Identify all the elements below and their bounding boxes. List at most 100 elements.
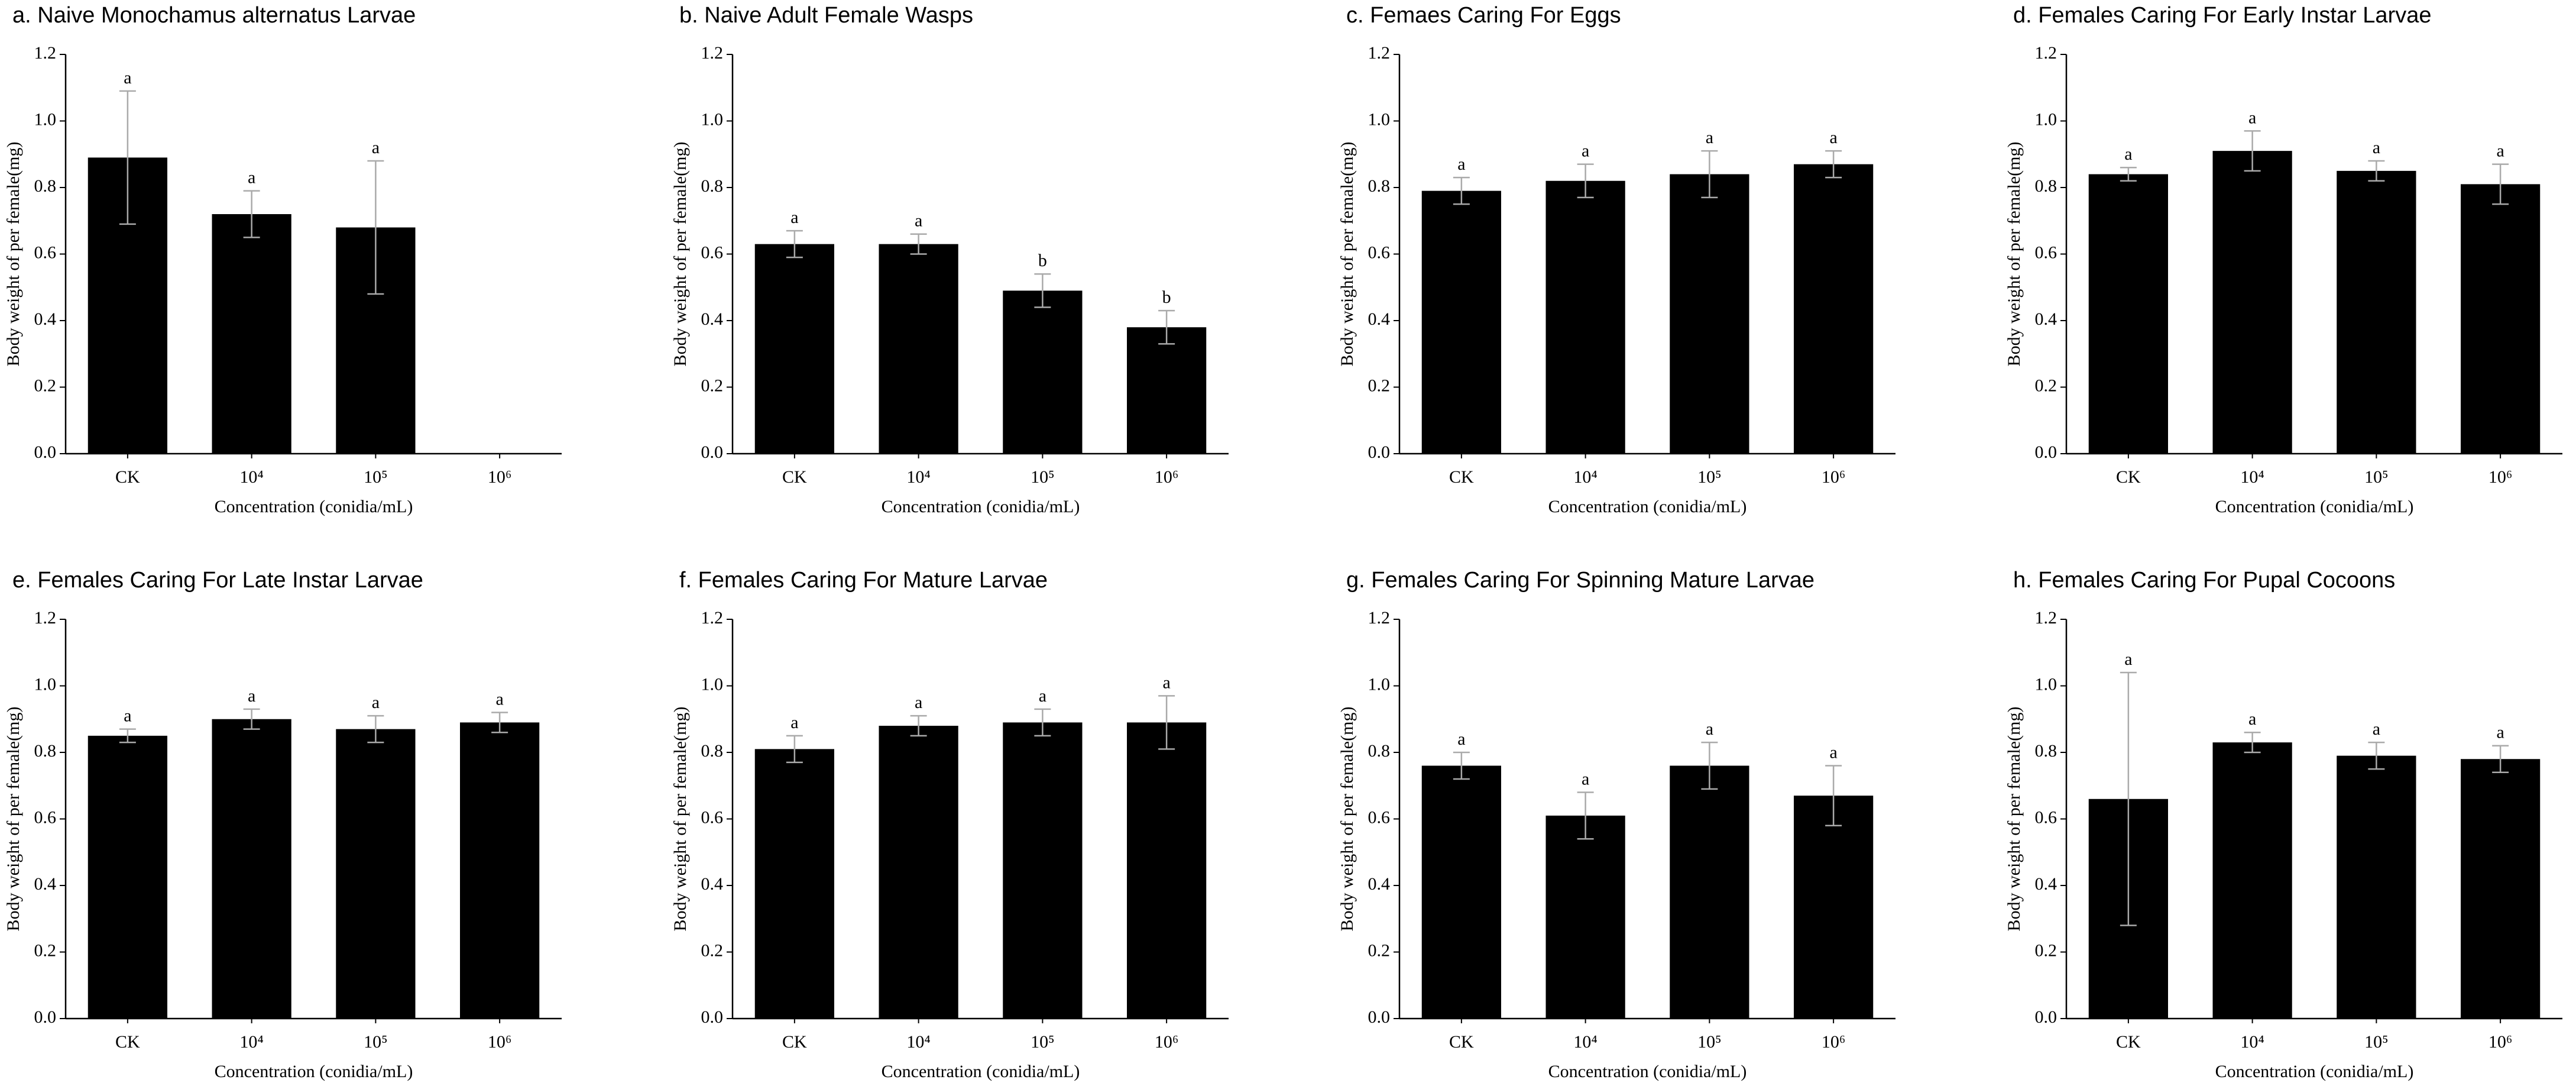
y-tick-label: 1.0 (2035, 674, 2057, 694)
significance-letter: a (1457, 729, 1465, 749)
y-tick-label: 0.6 (701, 243, 724, 262)
significance-letter: a (915, 693, 922, 712)
y-tick-label: 0.8 (1368, 741, 1391, 761)
error-bar (1701, 741, 1718, 790)
y-tick-label: 1.0 (701, 674, 724, 694)
y-tick-label: 0.2 (1368, 376, 1391, 395)
error-bar (2492, 745, 2509, 773)
y-tick-label: 0.0 (2035, 1007, 2057, 1027)
bar (212, 719, 291, 1019)
y-tick-label: 0.2 (2035, 376, 2057, 395)
x-tick-label: CK (1449, 1032, 1474, 1052)
x-tick-label: 10⁵ (1031, 1032, 1054, 1052)
error-bar (1034, 273, 1051, 308)
error-bar (1701, 150, 1718, 199)
x-tick-label: 10⁴ (906, 1032, 930, 1052)
bar (1421, 190, 1501, 454)
y-tick-label: 1.0 (34, 109, 57, 129)
y-tick-label: 0.8 (34, 741, 57, 761)
y-tick-label: 0.6 (2035, 807, 2057, 827)
significance-letter: a (2496, 141, 2504, 161)
y-tick-label: 0.6 (2035, 243, 2057, 262)
bar (754, 749, 834, 1019)
y-tick-label: 0.2 (1368, 940, 1391, 960)
x-tick-label: CK (1449, 467, 1474, 487)
significance-letter: a (1582, 769, 1589, 788)
y-tick-label: 1.0 (1368, 674, 1391, 694)
y-axis-label: Body weight of per female(mg) (4, 142, 23, 367)
y-tick-label: 0.8 (701, 176, 724, 196)
significance-letter: a (2248, 108, 2256, 127)
y-tick-label: 1.2 (701, 608, 724, 628)
y-tick-label: 1.2 (2035, 608, 2057, 628)
chart-title: f. Females Caring For Mature Larvae (679, 568, 1048, 593)
bar (879, 244, 958, 454)
x-axis-label: Concentration (conidia/mL) (2215, 497, 2414, 516)
significance-letter: a (2248, 709, 2256, 729)
x-tick-label: 10⁴ (239, 467, 263, 487)
error-bar (910, 233, 927, 255)
x-tick-label: 10⁶ (2488, 467, 2512, 487)
x-tick-label: 10⁶ (1822, 467, 1845, 487)
y-axis-label: Body weight of per female(mg) (4, 707, 23, 932)
bar (1545, 815, 1625, 1019)
error-bar (243, 190, 260, 238)
x-tick-label: 10⁴ (1573, 467, 1597, 487)
error-bar (2120, 167, 2137, 182)
chart-title: b. Naive Adult Female Wasps (679, 3, 973, 28)
bar (2337, 170, 2416, 454)
x-axis-label: Concentration (conidia/mL) (1548, 497, 1747, 516)
error-bar (1577, 163, 1594, 199)
y-tick-label: 1.2 (701, 43, 724, 63)
x-tick-label: 10⁵ (364, 1032, 387, 1052)
x-tick-label: CK (115, 1032, 140, 1052)
error-bar (1453, 176, 1470, 205)
y-tick-label: 0.0 (701, 1007, 724, 1027)
y-tick-label: 0.2 (2035, 940, 2057, 960)
y-tick-label: 0.6 (1368, 807, 1391, 827)
y-tick-label: 1.0 (2035, 109, 2057, 129)
error-bar (786, 230, 803, 258)
y-tick-label: 1.0 (1368, 109, 1391, 129)
x-tick-label: 10⁶ (2488, 1032, 2512, 1052)
x-tick-label: CK (782, 1032, 807, 1052)
bar (336, 729, 416, 1019)
bar (2461, 184, 2541, 454)
significance-letter: a (248, 686, 255, 706)
y-tick-label: 0.4 (1368, 309, 1391, 329)
y-axis-label: Body weight of per female(mg) (1337, 707, 1357, 932)
significance-letter: a (2124, 144, 2132, 164)
y-tick-label: 0.2 (701, 940, 724, 960)
y-tick-label: 0.4 (701, 874, 724, 894)
significance-letter: a (1706, 128, 1713, 147)
x-tick-label: 10⁶ (1822, 1032, 1845, 1052)
significance-letter: a (248, 168, 255, 188)
error-bar (2492, 163, 2509, 205)
error-bar (1825, 765, 1842, 826)
error-bar (2244, 732, 2261, 754)
bar (1794, 796, 1874, 1019)
error-bar (119, 728, 136, 744)
significance-letter: a (2373, 719, 2380, 739)
x-axis-label: Concentration (conidia/mL) (882, 497, 1080, 516)
y-tick-label: 0.0 (2035, 442, 2057, 462)
y-tick-label: 1.2 (34, 43, 57, 63)
y-tick-label: 0.8 (2035, 741, 2057, 761)
y-tick-label: 0.4 (1368, 874, 1391, 894)
significance-letter: a (2124, 649, 2132, 669)
significance-letter: a (1706, 719, 1713, 739)
y-tick-label: 0.4 (2035, 309, 2057, 329)
significance-letter: a (1829, 128, 1837, 147)
x-tick-label: 10⁵ (1031, 467, 1054, 487)
error-bar (2120, 671, 2137, 926)
bar (88, 735, 167, 1019)
x-tick-label: CK (2116, 467, 2141, 487)
bar (2088, 174, 2168, 454)
bar (1794, 164, 1874, 454)
bar (212, 214, 291, 454)
error-bar (119, 90, 136, 225)
y-tick-label: 1.0 (34, 674, 57, 694)
y-tick-label: 0.6 (34, 807, 57, 827)
significance-letter: a (1039, 686, 1046, 706)
